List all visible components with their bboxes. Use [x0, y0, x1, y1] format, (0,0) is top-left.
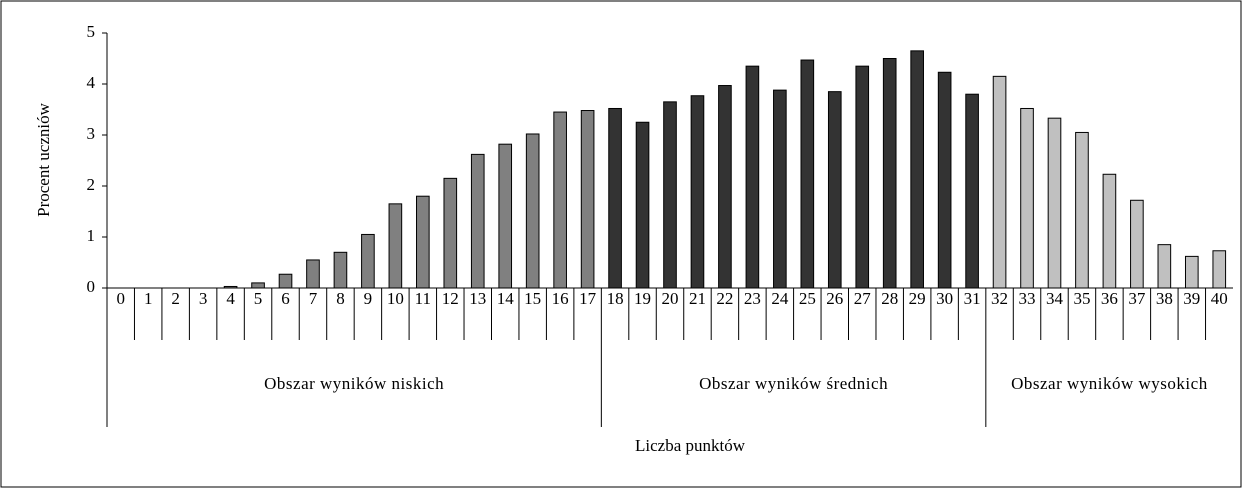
bar: [965, 93, 979, 289]
bar: [608, 107, 622, 289]
group-label-box: Obszar wyników wysokich: [1011, 373, 1208, 393]
x-tick-label: 17: [579, 289, 597, 308]
x-tick-label: 15: [524, 289, 541, 308]
bar: [1020, 107, 1034, 289]
bar: [416, 195, 430, 289]
bar: [773, 89, 787, 289]
x-tick-label: 32: [991, 289, 1008, 308]
x-tick-label: 25: [799, 289, 816, 308]
x-tick-label: 3: [199, 289, 208, 308]
x-tick-label: 24: [771, 289, 789, 308]
x-tick-label: 35: [1073, 289, 1090, 308]
group-label-box: Obszar wyników średnich: [699, 373, 889, 393]
group-label: Obszar wyników średnich: [699, 373, 889, 393]
bar: [1184, 255, 1199, 289]
x-tick-label: 12: [442, 289, 459, 308]
bar: [580, 110, 595, 289]
bar: [553, 111, 567, 289]
x-tick-label: 11: [415, 289, 431, 308]
bar: [388, 203, 403, 289]
bar: [1212, 250, 1227, 289]
x-tick-label: 1: [144, 289, 153, 308]
x-tick-label: 23: [744, 289, 761, 308]
bar: [910, 50, 924, 289]
x-tick-label: 9: [364, 289, 373, 308]
y-tick-label: 2: [87, 175, 96, 194]
bar: [1102, 173, 1117, 289]
x-tick-label: 31: [964, 289, 981, 308]
x-tick-label: 38: [1156, 289, 1173, 308]
bar: [1047, 117, 1062, 289]
bar: [1157, 244, 1172, 289]
bar: [745, 65, 760, 289]
bar: [992, 75, 1007, 289]
bar: [251, 282, 265, 289]
y-axis-label: Procent uczniów: [34, 102, 53, 216]
y-tick-label: 3: [87, 124, 96, 143]
bar: [800, 59, 815, 289]
x-tick-label: 22: [716, 289, 733, 308]
bar: [525, 133, 540, 289]
x-tick-label: 39: [1183, 289, 1200, 308]
x-tick-label: 2: [171, 289, 180, 308]
bar: [361, 233, 375, 289]
bar: [690, 95, 705, 289]
bar: [333, 251, 348, 289]
x-tick-label: 19: [634, 289, 651, 308]
x-tick-label: 26: [826, 289, 843, 308]
x-tick-label: 18: [607, 289, 624, 308]
x-tick-label: 33: [1019, 289, 1036, 308]
x-tick-label: 20: [662, 289, 679, 308]
bar: [443, 177, 458, 289]
x-tick-label: 37: [1128, 289, 1146, 308]
x-tick-label: 27: [854, 289, 872, 308]
x-tick-label: 40: [1211, 289, 1228, 308]
x-tick-label: 29: [909, 289, 926, 308]
group-label: Obszar wyników wysokich: [1011, 373, 1208, 393]
x-tick-label: 36: [1101, 289, 1118, 308]
bar: [855, 65, 870, 289]
bar: [635, 121, 650, 289]
x-tick-label: 8: [336, 289, 345, 308]
x-tick-label: 4: [226, 289, 235, 308]
x-tick-label: 14: [497, 289, 515, 308]
y-tick-label: 1: [87, 226, 96, 245]
x-tick-label: 21: [689, 289, 706, 308]
x-tick-label: 28: [881, 289, 898, 308]
bar: [663, 101, 677, 289]
bar: [306, 259, 320, 289]
bar: [498, 143, 513, 289]
x-tick-label: 34: [1046, 289, 1064, 308]
x-tick-label: 7: [309, 289, 318, 308]
bar: [223, 285, 238, 289]
x-tick-label: 16: [552, 289, 569, 308]
bar: [1130, 199, 1144, 289]
bar: [827, 91, 842, 289]
x-tick-label: 10: [387, 289, 404, 308]
y-tick-label: 0: [87, 277, 96, 296]
y-tick-label: 5: [87, 22, 96, 41]
bar: [470, 153, 485, 289]
bar: [937, 71, 952, 289]
bar: [882, 58, 897, 289]
x-tick-label: 5: [254, 289, 263, 308]
x-tick-label: 30: [936, 289, 953, 308]
x-tick-label: 13: [469, 289, 486, 308]
bar: [1075, 131, 1089, 289]
bar: [278, 273, 293, 289]
group-label: Obszar wyników niskich: [264, 373, 445, 393]
x-tick-label: 0: [116, 289, 125, 308]
x-tick-label: 6: [281, 289, 290, 308]
group-label-box: Obszar wyników niskich: [264, 373, 445, 393]
y-tick-label: 4: [87, 73, 96, 92]
bar: [718, 85, 732, 289]
x-axis-label: Liczba punktów: [635, 436, 746, 455]
